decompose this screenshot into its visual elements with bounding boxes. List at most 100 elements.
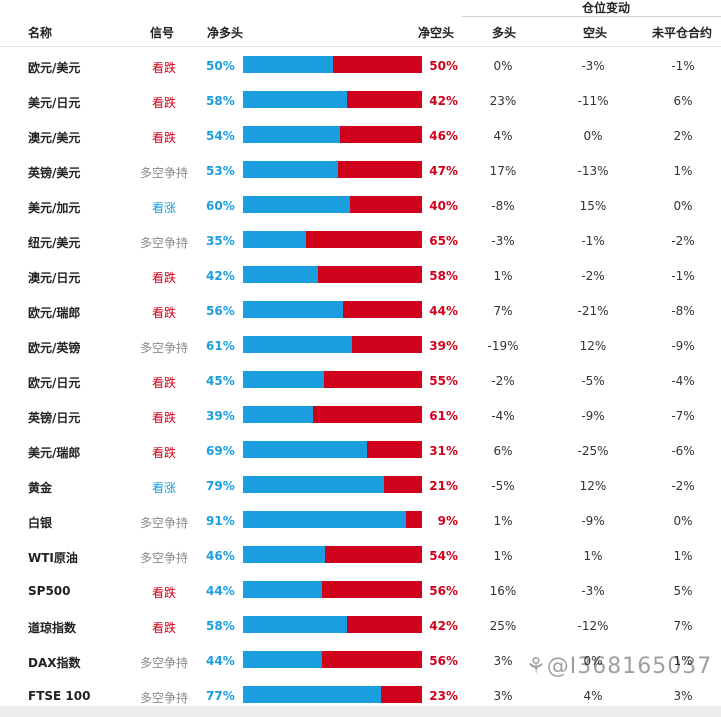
long-change: 7% — [493, 304, 513, 318]
table-row[interactable]: 欧元/英镑 多空争持 61% 39% -19% 12% -9% — [0, 328, 721, 363]
net-short-percent: 31% — [429, 444, 458, 458]
table-row[interactable]: 欧元/日元 看跌 45% 55% -2% -5% -4% — [0, 363, 721, 398]
position-change-group-header: 仓位变动 — [462, 0, 721, 17]
table-row[interactable]: SP500 看跌 44% 56% 16% -3% 5% — [0, 573, 721, 608]
signal-label: 看涨 — [151, 201, 176, 215]
net-long-percent: 69% — [206, 444, 235, 458]
net-long-percent: 61% — [206, 339, 235, 353]
short-change: 12% — [579, 479, 607, 493]
sentiment-bar-long-fill — [243, 161, 338, 178]
table-row[interactable]: 美元/加元 看涨 60% 40% -8% 15% 0% — [0, 188, 721, 223]
net-short-percent: 65% — [429, 234, 458, 248]
sentiment-bar — [243, 406, 422, 423]
sentiment-bar — [243, 266, 422, 283]
sentiment-bar — [243, 91, 422, 108]
sentiment-bar — [243, 336, 422, 353]
table-row[interactable]: 欧元/美元 看跌 50% 50% 0% -3% -1% — [0, 48, 721, 83]
long-change: 3% — [493, 654, 513, 668]
sentiment-bar — [243, 511, 422, 528]
instrument-name: 欧元/美元 — [28, 61, 81, 75]
long-change: 6% — [493, 444, 513, 458]
sentiment-bar — [243, 476, 422, 493]
header-open-interest: 未平仓合约 — [652, 26, 713, 40]
header-net-long: 净多头 — [207, 26, 244, 40]
sentiment-bar-long-fill — [243, 266, 319, 283]
short-change: -2% — [581, 269, 605, 283]
open-interest-change: -2% — [671, 479, 695, 493]
net-long-percent: 58% — [206, 619, 235, 633]
sentiment-bar — [243, 546, 422, 563]
open-interest-change: 5% — [673, 584, 693, 598]
long-change: -2% — [491, 374, 515, 388]
sentiment-bar-long-fill — [243, 686, 381, 703]
long-change: 1% — [493, 514, 513, 528]
long-change: 0% — [493, 59, 513, 73]
net-long-percent: 46% — [206, 549, 235, 563]
short-change: 15% — [579, 199, 607, 213]
table-row[interactable]: 澳元/日元 看跌 42% 58% 1% -2% -1% — [0, 258, 721, 293]
instrument-name: 黄金 — [28, 481, 53, 495]
sentiment-bar — [243, 441, 422, 458]
net-short-percent: 42% — [429, 619, 458, 633]
table-row[interactable]: DAX指数 多空争持 44% 56% 3% 0% 1% — [0, 643, 721, 678]
sentiment-bar — [243, 56, 422, 73]
sentiment-bar-long-fill — [243, 91, 347, 108]
short-change: 0% — [583, 654, 603, 668]
open-interest-change: -7% — [671, 409, 695, 423]
watermark: ⚘@I368165037 — [526, 654, 712, 679]
sentiment-bar-long-fill — [243, 336, 353, 353]
long-change: 3% — [493, 689, 513, 703]
table-row[interactable]: 美元/日元 看跌 58% 42% 23% -11% 6% — [0, 83, 721, 118]
instrument-name: WTI原油 — [28, 551, 78, 565]
sentiment-bar — [243, 686, 422, 703]
net-short-percent: 50% — [429, 59, 458, 73]
long-change: 23% — [489, 94, 517, 108]
open-interest-change: 0% — [673, 199, 693, 213]
net-short-percent: 42% — [429, 94, 458, 108]
sentiment-bar-long-fill — [243, 196, 351, 213]
open-interest-change: -2% — [671, 234, 695, 248]
instrument-name: 英镑/日元 — [28, 411, 81, 425]
table-row[interactable]: 美元/瑞郎 看跌 69% 31% 6% -25% -6% — [0, 433, 721, 468]
signal-label: 多空争持 — [139, 236, 188, 250]
table-row[interactable]: WTI原油 多空争持 46% 54% 1% 1% 1% — [0, 538, 721, 573]
net-long-percent: 35% — [206, 234, 235, 248]
short-change: -12% — [577, 619, 609, 633]
short-change: -11% — [577, 94, 609, 108]
table-row[interactable]: 澳元/美元 看跌 54% 46% 4% 0% 2% — [0, 118, 721, 153]
header-short: 空头 — [583, 26, 608, 40]
sentiment-bar — [243, 301, 422, 318]
header-net-short: 净空头 — [418, 26, 455, 40]
table-row[interactable]: 英镑/美元 多空争持 53% 47% 17% -13% 1% — [0, 153, 721, 188]
signal-label: 多空争持 — [139, 341, 188, 355]
table-row[interactable]: 道琼指数 看跌 58% 42% 25% -12% 7% — [0, 608, 721, 643]
short-change: -3% — [581, 59, 605, 73]
table-row[interactable]: FTSE 100 多空争持 77% 23% 3% 4% 3% — [0, 678, 721, 713]
open-interest-change: -1% — [671, 269, 695, 283]
sentiment-bar — [243, 616, 422, 633]
open-interest-change: 2% — [673, 129, 693, 143]
net-short-percent: 40% — [429, 199, 458, 213]
open-interest-change: 0% — [673, 514, 693, 528]
instrument-name: 欧元/英镑 — [28, 341, 81, 355]
long-change: -8% — [491, 199, 515, 213]
sentiment-bar-long-fill — [243, 581, 322, 598]
table-row[interactable]: 纽元/美元 多空争持 35% 65% -3% -1% -2% — [0, 223, 721, 258]
short-change: 0% — [583, 129, 603, 143]
net-short-percent: 47% — [429, 164, 458, 178]
table-row[interactable]: 白银 多空争持 91% 9% 1% -9% 0% — [0, 503, 721, 538]
short-change: -13% — [577, 164, 609, 178]
short-change: 12% — [579, 339, 607, 353]
long-change: 25% — [489, 619, 517, 633]
signal-label: 看跌 — [151, 61, 176, 75]
open-interest-change: -4% — [671, 374, 695, 388]
net-long-percent: 50% — [206, 59, 235, 73]
net-short-percent: 39% — [429, 339, 458, 353]
net-long-percent: 39% — [206, 409, 235, 423]
net-short-percent: 58% — [429, 269, 458, 283]
table-row[interactable]: 黄金 看涨 79% 21% -5% 12% -2% — [0, 468, 721, 503]
table-row[interactable]: 英镑/日元 看跌 39% 61% -4% -9% -7% — [0, 398, 721, 433]
header-long: 多头 — [492, 26, 517, 40]
table-row[interactable]: 欧元/瑞郎 看跌 56% 44% 7% -21% -8% — [0, 293, 721, 328]
net-short-percent: 44% — [429, 304, 458, 318]
